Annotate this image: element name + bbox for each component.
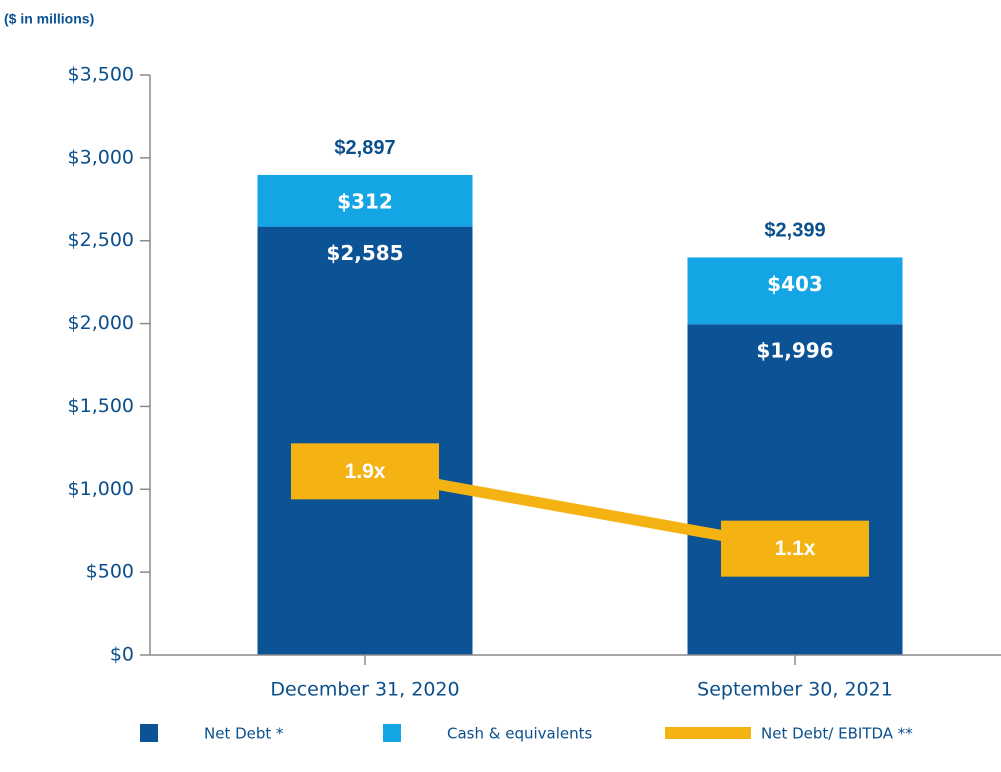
legend-label: Cash & equivalents: [447, 725, 592, 743]
bar-segment: [257, 174, 473, 227]
x-tick-label: December 31, 2020: [270, 679, 459, 701]
y-tick-label: $0: [110, 644, 134, 666]
ratio-label: 1.9x: [345, 460, 386, 483]
y-tick-label: $500: [86, 561, 134, 583]
ratio-box: [721, 520, 869, 577]
y-tick-label: $3,500: [68, 64, 134, 86]
ratio-label: 1.1x: [775, 537, 816, 560]
data-label: $403: [767, 272, 823, 296]
legend-swatch: [383, 724, 401, 742]
chart-subtitle: ($ in millions): [4, 11, 94, 27]
total-label: $2,897: [334, 137, 395, 159]
bar-segment: [687, 257, 903, 325]
y-tick-label: $2,000: [68, 312, 134, 334]
legend-swatch: [140, 724, 158, 742]
legend-swatch: [665, 727, 751, 739]
x-tick-label: September 30, 2021: [697, 679, 893, 701]
y-tick-label: $2,500: [68, 229, 134, 251]
data-label: $312: [337, 189, 393, 213]
legend-label: Net Debt *: [204, 725, 284, 743]
bar-segment: [687, 324, 903, 655]
y-tick-label: $1,000: [68, 478, 134, 500]
bar-segment: [257, 226, 473, 655]
data-label: $1,996: [756, 339, 833, 363]
data-label: $2,585: [326, 241, 403, 265]
legend-label: Net Debt/ EBITDA **: [761, 725, 913, 743]
ratio-box: [291, 443, 439, 500]
y-tick-label: $3,000: [68, 146, 134, 168]
total-label: $2,399: [764, 220, 825, 242]
y-tick-label: $1,500: [68, 395, 134, 417]
